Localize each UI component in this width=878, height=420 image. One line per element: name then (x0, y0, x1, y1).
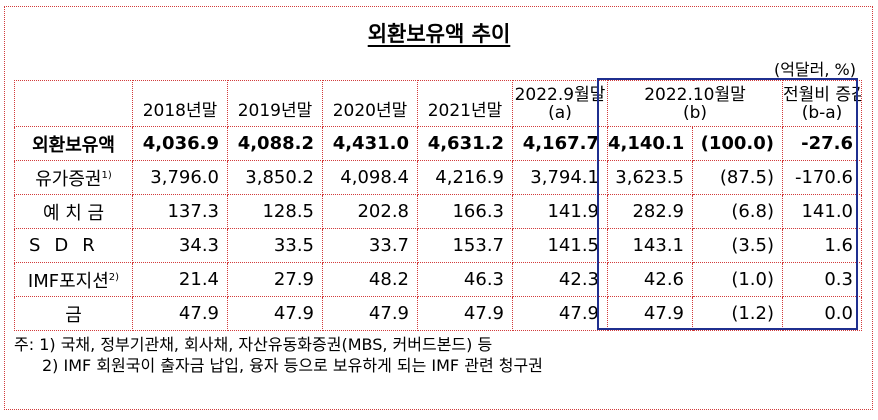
table-row: 외환보유액 4,036.9 4,088.2 4,431.0 4,631.2 4,… (14, 126, 862, 161)
row-label: IMF포지션2) (14, 262, 133, 297)
table-frame (4, 6, 873, 410)
cell: 141.5 (512, 228, 608, 263)
row-label: SDR (14, 228, 133, 263)
cell: 3,623.5 (607, 160, 693, 195)
cell: 21.4 (132, 262, 228, 297)
header-2018: 2018년말 (132, 80, 228, 127)
cell: 42.6 (607, 262, 693, 297)
header-blank (14, 80, 133, 127)
cell: 3,794.1 (512, 160, 608, 195)
row-label: 예 치 금 (14, 194, 133, 229)
cell: 47.9 (322, 296, 418, 331)
cell: 143.1 (607, 228, 693, 263)
cell: 47.9 (512, 296, 608, 331)
cell: 4,631.2 (417, 126, 513, 161)
cell: 47.9 (227, 296, 323, 331)
header-2020: 2020년말 (322, 80, 418, 127)
unit-label: (억달러, %) (773, 60, 856, 79)
cell: (3.5) (692, 228, 783, 263)
header-2022-09: 2022.9월말 (a) (512, 80, 608, 127)
cell: (1.2) (692, 296, 783, 331)
cell: 0.3 (782, 262, 862, 297)
header-2021: 2021년말 (417, 80, 513, 127)
cell: 42.3 (512, 262, 608, 297)
cell: (87.5) (692, 160, 783, 195)
cell: 141.9 (512, 194, 608, 229)
table-row: 예 치 금 137.3 128.5 202.8 166.3 141.9 282.… (14, 194, 862, 229)
cell: 128.5 (227, 194, 323, 229)
cell: 166.3 (417, 194, 513, 229)
cell: 3,850.2 (227, 160, 323, 195)
cell: 4,167.7 (512, 126, 608, 161)
cell: 4,098.4 (322, 160, 418, 195)
header-2022-10: 2022.10월말 (b) (607, 80, 783, 127)
table-row: 금 47.9 47.9 47.9 47.9 47.9 47.9 (1.2) 0.… (14, 296, 862, 331)
cell: 47.9 (132, 296, 228, 331)
table-row: 유가증권1) 3,796.0 3,850.2 4,098.4 4,216.9 3… (14, 160, 862, 195)
table-row: IMF포지션2) 21.4 27.9 48.2 46.3 42.3 42.6 (… (14, 262, 862, 297)
cell: -27.6 (782, 126, 862, 161)
cell: 3,796.0 (132, 160, 228, 195)
cell: 141.0 (782, 194, 862, 229)
cell: 0.0 (782, 296, 862, 331)
cell: 137.3 (132, 194, 228, 229)
cell: 27.9 (227, 262, 323, 297)
footnote-2: 2) IMF 회원국이 출자금 납입, 융자 등으로 보유하게 되는 IMF 관… (42, 356, 543, 375)
cell: 47.9 (607, 296, 693, 331)
table-row: SDR 34.3 33.5 33.7 153.7 141.5 143.1 (3.… (14, 228, 862, 263)
cell: (6.8) (692, 194, 783, 229)
reserves-table: 2018년말 2019년말 2020년말 2021년말 2022.9월말 (a) … (14, 80, 862, 331)
header-change: 전월비 증감 (b-a) (782, 80, 862, 127)
cell: 4,140.1 (607, 126, 693, 161)
cell: 4,216.9 (417, 160, 513, 195)
cell: 202.8 (322, 194, 418, 229)
header-2019: 2019년말 (227, 80, 323, 127)
header-row: 2018년말 2019년말 2020년말 2021년말 2022.9월말 (a) … (14, 80, 862, 127)
row-label: 외환보유액 (14, 126, 133, 161)
footnote-1: 주: 1) 국채, 정부기관채, 회사채, 자산유동화증권(MBS, 커버드본드… (14, 335, 493, 354)
cell: 33.7 (322, 228, 418, 263)
row-label: 금 (14, 296, 133, 331)
cell: -170.6 (782, 160, 862, 195)
cell: 33.5 (227, 228, 323, 263)
page-title: 외환보유액 추이 (367, 22, 511, 46)
cell: 153.7 (417, 228, 513, 263)
cell: 34.3 (132, 228, 228, 263)
cell: 4,088.2 (227, 126, 323, 161)
cell: 1.6 (782, 228, 862, 263)
cell: (100.0) (692, 126, 783, 161)
cell: (1.0) (692, 262, 783, 297)
cell: 4,431.0 (322, 126, 418, 161)
cell: 4,036.9 (132, 126, 228, 161)
cell: 282.9 (607, 194, 693, 229)
footnotes: 주: 1) 국채, 정부기관채, 회사채, 자산유동화증권(MBS, 커버드본드… (14, 334, 862, 376)
cell: 48.2 (322, 262, 418, 297)
cell: 46.3 (417, 262, 513, 297)
cell: 47.9 (417, 296, 513, 331)
row-label: 유가증권1) (14, 160, 133, 195)
